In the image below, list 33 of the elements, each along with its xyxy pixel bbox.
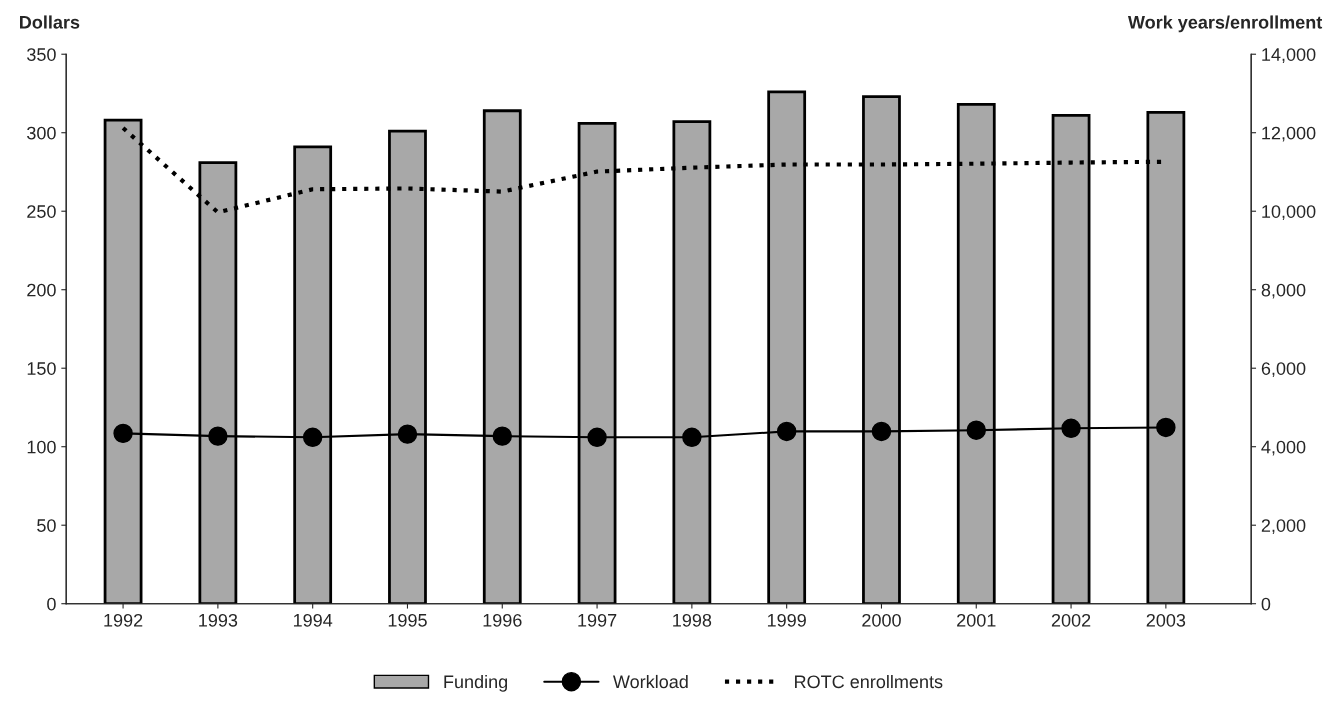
- y2-tick-label: 12,000: [1262, 126, 1316, 142]
- legend-label: Funding: [444, 674, 508, 692]
- y-tick-label: 100: [27, 440, 56, 454]
- x-tick-label: 1999: [767, 613, 806, 627]
- x-tick-label: 2000: [862, 613, 901, 627]
- y2-tick-label: 14,000: [1262, 48, 1316, 64]
- y2-tick-label: 4,000: [1261, 440, 1306, 456]
- y-tick-label: 300: [27, 126, 56, 140]
- legend-label: Workload: [612, 674, 688, 689]
- x-tick-label: 1995: [388, 613, 427, 627]
- y2-tick-label: 10,000: [1262, 205, 1316, 221]
- y2-axis-title: Work years/enrollment: [1127, 15, 1323, 33]
- y-axis-title: Dollars: [20, 15, 80, 29]
- y-tick-label: 250: [27, 205, 56, 218]
- y2-tick-label: 2,000: [1261, 519, 1306, 535]
- y2-tick-label: 8,000: [1261, 283, 1306, 299]
- x-tick-label: 1993: [199, 613, 238, 627]
- y2-tick-label: 0: [1261, 597, 1271, 611]
- x-tick-label: 2003: [1146, 613, 1186, 627]
- x-tick-label: 2001: [957, 613, 996, 627]
- y-tick-label: 50: [37, 519, 56, 532]
- legend-label: ROTC enrollments: [795, 674, 943, 689]
- x-tick-label: 1998: [673, 613, 712, 627]
- y2-tick-label: 6,000: [1261, 362, 1306, 378]
- y-tick-label: 150: [27, 362, 56, 375]
- y-tick-label: 200: [27, 283, 56, 297]
- x-tick-label: 1996: [483, 613, 522, 627]
- x-tick-label: 2002: [1051, 613, 1091, 627]
- x-tick-label: 1997: [578, 613, 617, 627]
- x-tick-label: 1992: [104, 613, 143, 627]
- y-tick-label: 350: [27, 48, 56, 61]
- y-tick-label: 0: [47, 597, 56, 611]
- x-tick-label: 1994: [293, 613, 333, 627]
